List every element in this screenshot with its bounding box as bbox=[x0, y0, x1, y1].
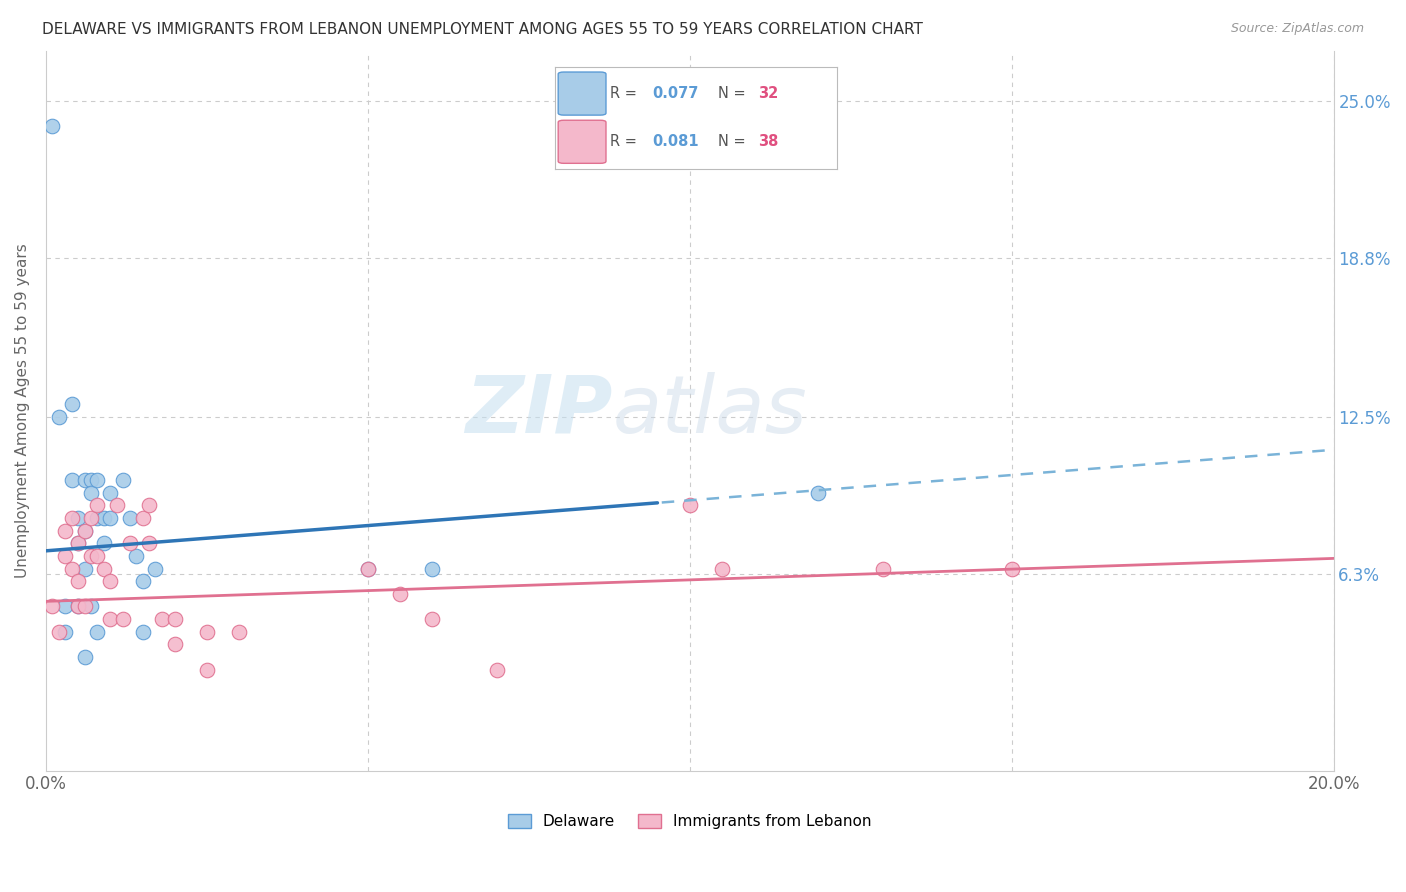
Point bbox=[80, 599, 103, 614]
Point bbox=[67, 599, 90, 614]
Point bbox=[60, 473, 83, 487]
Text: Source: ZipAtlas.com: Source: ZipAtlas.com bbox=[1230, 22, 1364, 36]
Point bbox=[86, 549, 108, 563]
Text: N =: N = bbox=[718, 135, 751, 149]
Point bbox=[86, 624, 108, 639]
Point bbox=[485, 663, 508, 677]
Text: N =: N = bbox=[718, 86, 751, 101]
Point bbox=[710, 561, 733, 575]
Point bbox=[73, 649, 96, 664]
Point bbox=[98, 485, 121, 500]
Point bbox=[163, 612, 186, 626]
Point bbox=[357, 561, 380, 575]
Point bbox=[357, 561, 380, 575]
Point bbox=[98, 511, 121, 525]
Point bbox=[67, 536, 90, 550]
Point bbox=[420, 612, 443, 626]
Point bbox=[93, 536, 115, 550]
Point bbox=[163, 637, 186, 651]
Point bbox=[48, 624, 70, 639]
Legend: Delaware, Immigrants from Lebanon: Delaware, Immigrants from Lebanon bbox=[502, 807, 877, 836]
Point bbox=[93, 511, 115, 525]
Point bbox=[228, 624, 250, 639]
Point bbox=[80, 485, 103, 500]
Point bbox=[41, 120, 63, 134]
Point bbox=[73, 599, 96, 614]
Point bbox=[93, 561, 115, 575]
Point bbox=[41, 599, 63, 614]
Point bbox=[131, 574, 153, 588]
Point bbox=[73, 524, 96, 538]
Text: DELAWARE VS IMMIGRANTS FROM LEBANON UNEMPLOYMENT AMONG AGES 55 TO 59 YEARS CORRE: DELAWARE VS IMMIGRANTS FROM LEBANON UNEM… bbox=[42, 22, 924, 37]
Point bbox=[53, 524, 76, 538]
Text: 0.077: 0.077 bbox=[652, 86, 699, 101]
Point bbox=[60, 561, 83, 575]
Point bbox=[80, 473, 103, 487]
Point bbox=[73, 561, 96, 575]
Point bbox=[67, 536, 90, 550]
Text: 32: 32 bbox=[758, 86, 778, 101]
Point bbox=[48, 409, 70, 424]
Text: R =: R = bbox=[610, 86, 641, 101]
Point bbox=[138, 536, 160, 550]
Point bbox=[131, 624, 153, 639]
Y-axis label: Unemployment Among Ages 55 to 59 years: Unemployment Among Ages 55 to 59 years bbox=[15, 244, 30, 578]
FancyBboxPatch shape bbox=[558, 120, 606, 163]
Point bbox=[53, 549, 76, 563]
Point bbox=[60, 511, 83, 525]
Text: 0.081: 0.081 bbox=[652, 135, 699, 149]
Point bbox=[53, 599, 76, 614]
Text: R =: R = bbox=[610, 135, 641, 149]
Point bbox=[420, 561, 443, 575]
Point bbox=[67, 599, 90, 614]
Point bbox=[1001, 561, 1024, 575]
Point bbox=[86, 499, 108, 513]
Point bbox=[679, 499, 702, 513]
Point bbox=[195, 624, 218, 639]
Point bbox=[86, 511, 108, 525]
Point bbox=[807, 485, 830, 500]
FancyBboxPatch shape bbox=[558, 72, 606, 115]
Point bbox=[80, 549, 103, 563]
Point bbox=[67, 574, 90, 588]
Point bbox=[125, 549, 148, 563]
Point bbox=[98, 612, 121, 626]
Point bbox=[145, 561, 167, 575]
Point bbox=[118, 536, 141, 550]
Point bbox=[86, 473, 108, 487]
Point bbox=[195, 663, 218, 677]
Point bbox=[105, 499, 128, 513]
Point bbox=[98, 574, 121, 588]
Point bbox=[112, 473, 135, 487]
Point bbox=[67, 511, 90, 525]
Point bbox=[112, 612, 135, 626]
Text: ZIP: ZIP bbox=[465, 372, 613, 450]
Point bbox=[73, 524, 96, 538]
Point bbox=[872, 561, 894, 575]
Point bbox=[389, 587, 412, 601]
Point bbox=[131, 511, 153, 525]
Text: 38: 38 bbox=[758, 135, 778, 149]
Point bbox=[73, 473, 96, 487]
Point bbox=[60, 397, 83, 411]
Point bbox=[150, 612, 173, 626]
Point bbox=[53, 624, 76, 639]
Point bbox=[80, 511, 103, 525]
Point bbox=[118, 511, 141, 525]
Point bbox=[138, 499, 160, 513]
Text: atlas: atlas bbox=[613, 372, 807, 450]
